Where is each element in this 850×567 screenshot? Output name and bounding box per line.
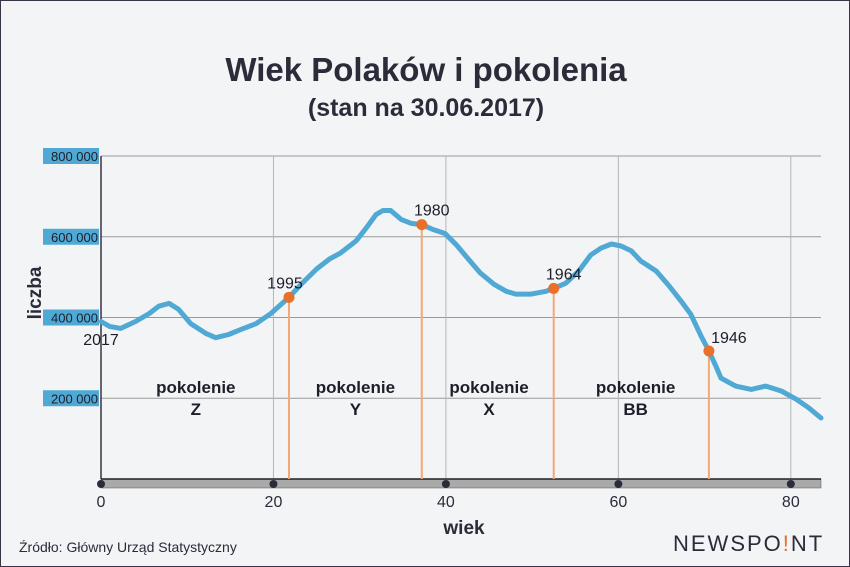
x-tick-label: 0 <box>97 494 106 511</box>
x-tick-dot <box>441 480 450 488</box>
y-tick-label-bg <box>43 309 99 326</box>
marker-label: 1980 <box>414 203 450 220</box>
start-label: 2017 <box>83 332 119 349</box>
x-tick-dot <box>786 480 795 488</box>
x-tick-label: 20 <box>265 494 283 511</box>
generation-label: pokolenie <box>316 378 395 397</box>
generation-label: pokolenie <box>156 378 235 397</box>
x-axis-bar <box>100 478 822 489</box>
y-tick-label: 600 000 <box>51 230 98 245</box>
marker-label: 1964 <box>546 266 582 283</box>
marker-point <box>283 291 295 303</box>
marker-point <box>416 219 428 231</box>
generation-name: X <box>483 400 495 419</box>
series-line <box>98 208 824 421</box>
y-tick-label: 200 000 <box>51 391 98 406</box>
y-tick-label-bg <box>43 148 99 164</box>
newspoint-logo: NEWSPO!NT <box>673 531 825 556</box>
generation-name: Z <box>191 400 201 419</box>
x-axis-label: wiek <box>442 518 485 539</box>
x-tick-label: 60 <box>609 494 627 511</box>
chart-subtitle: (stan na 30.06.2017) <box>307 94 545 122</box>
y-axis-label: liczba <box>25 266 46 319</box>
y-tick-label-bg <box>43 228 99 245</box>
x-tick-dot <box>614 480 623 488</box>
chart-title: Wiek Polaków i pokolenia <box>225 51 627 88</box>
generation-name: BB <box>623 400 648 419</box>
generation-label: pokolenie <box>596 378 675 397</box>
y-tick-label: 400 000 <box>51 311 98 326</box>
generation-label: pokolenie <box>449 378 528 397</box>
generation-name: Y <box>350 400 362 419</box>
marker-label: 1946 <box>711 330 747 347</box>
marker-point <box>703 345 715 357</box>
marker-point <box>548 282 560 294</box>
y-tick-label-bg <box>43 390 99 407</box>
marker-label: 1995 <box>267 275 303 292</box>
y-tick-label: 800 000 <box>51 149 98 164</box>
x-tick-label: 40 <box>437 494 455 511</box>
x-tick-dot <box>97 480 105 488</box>
x-tick-label: 80 <box>782 494 800 511</box>
source-note: Źródło: Główny Urząd Statystyczny <box>19 539 237 555</box>
x-tick-dot <box>269 480 278 488</box>
